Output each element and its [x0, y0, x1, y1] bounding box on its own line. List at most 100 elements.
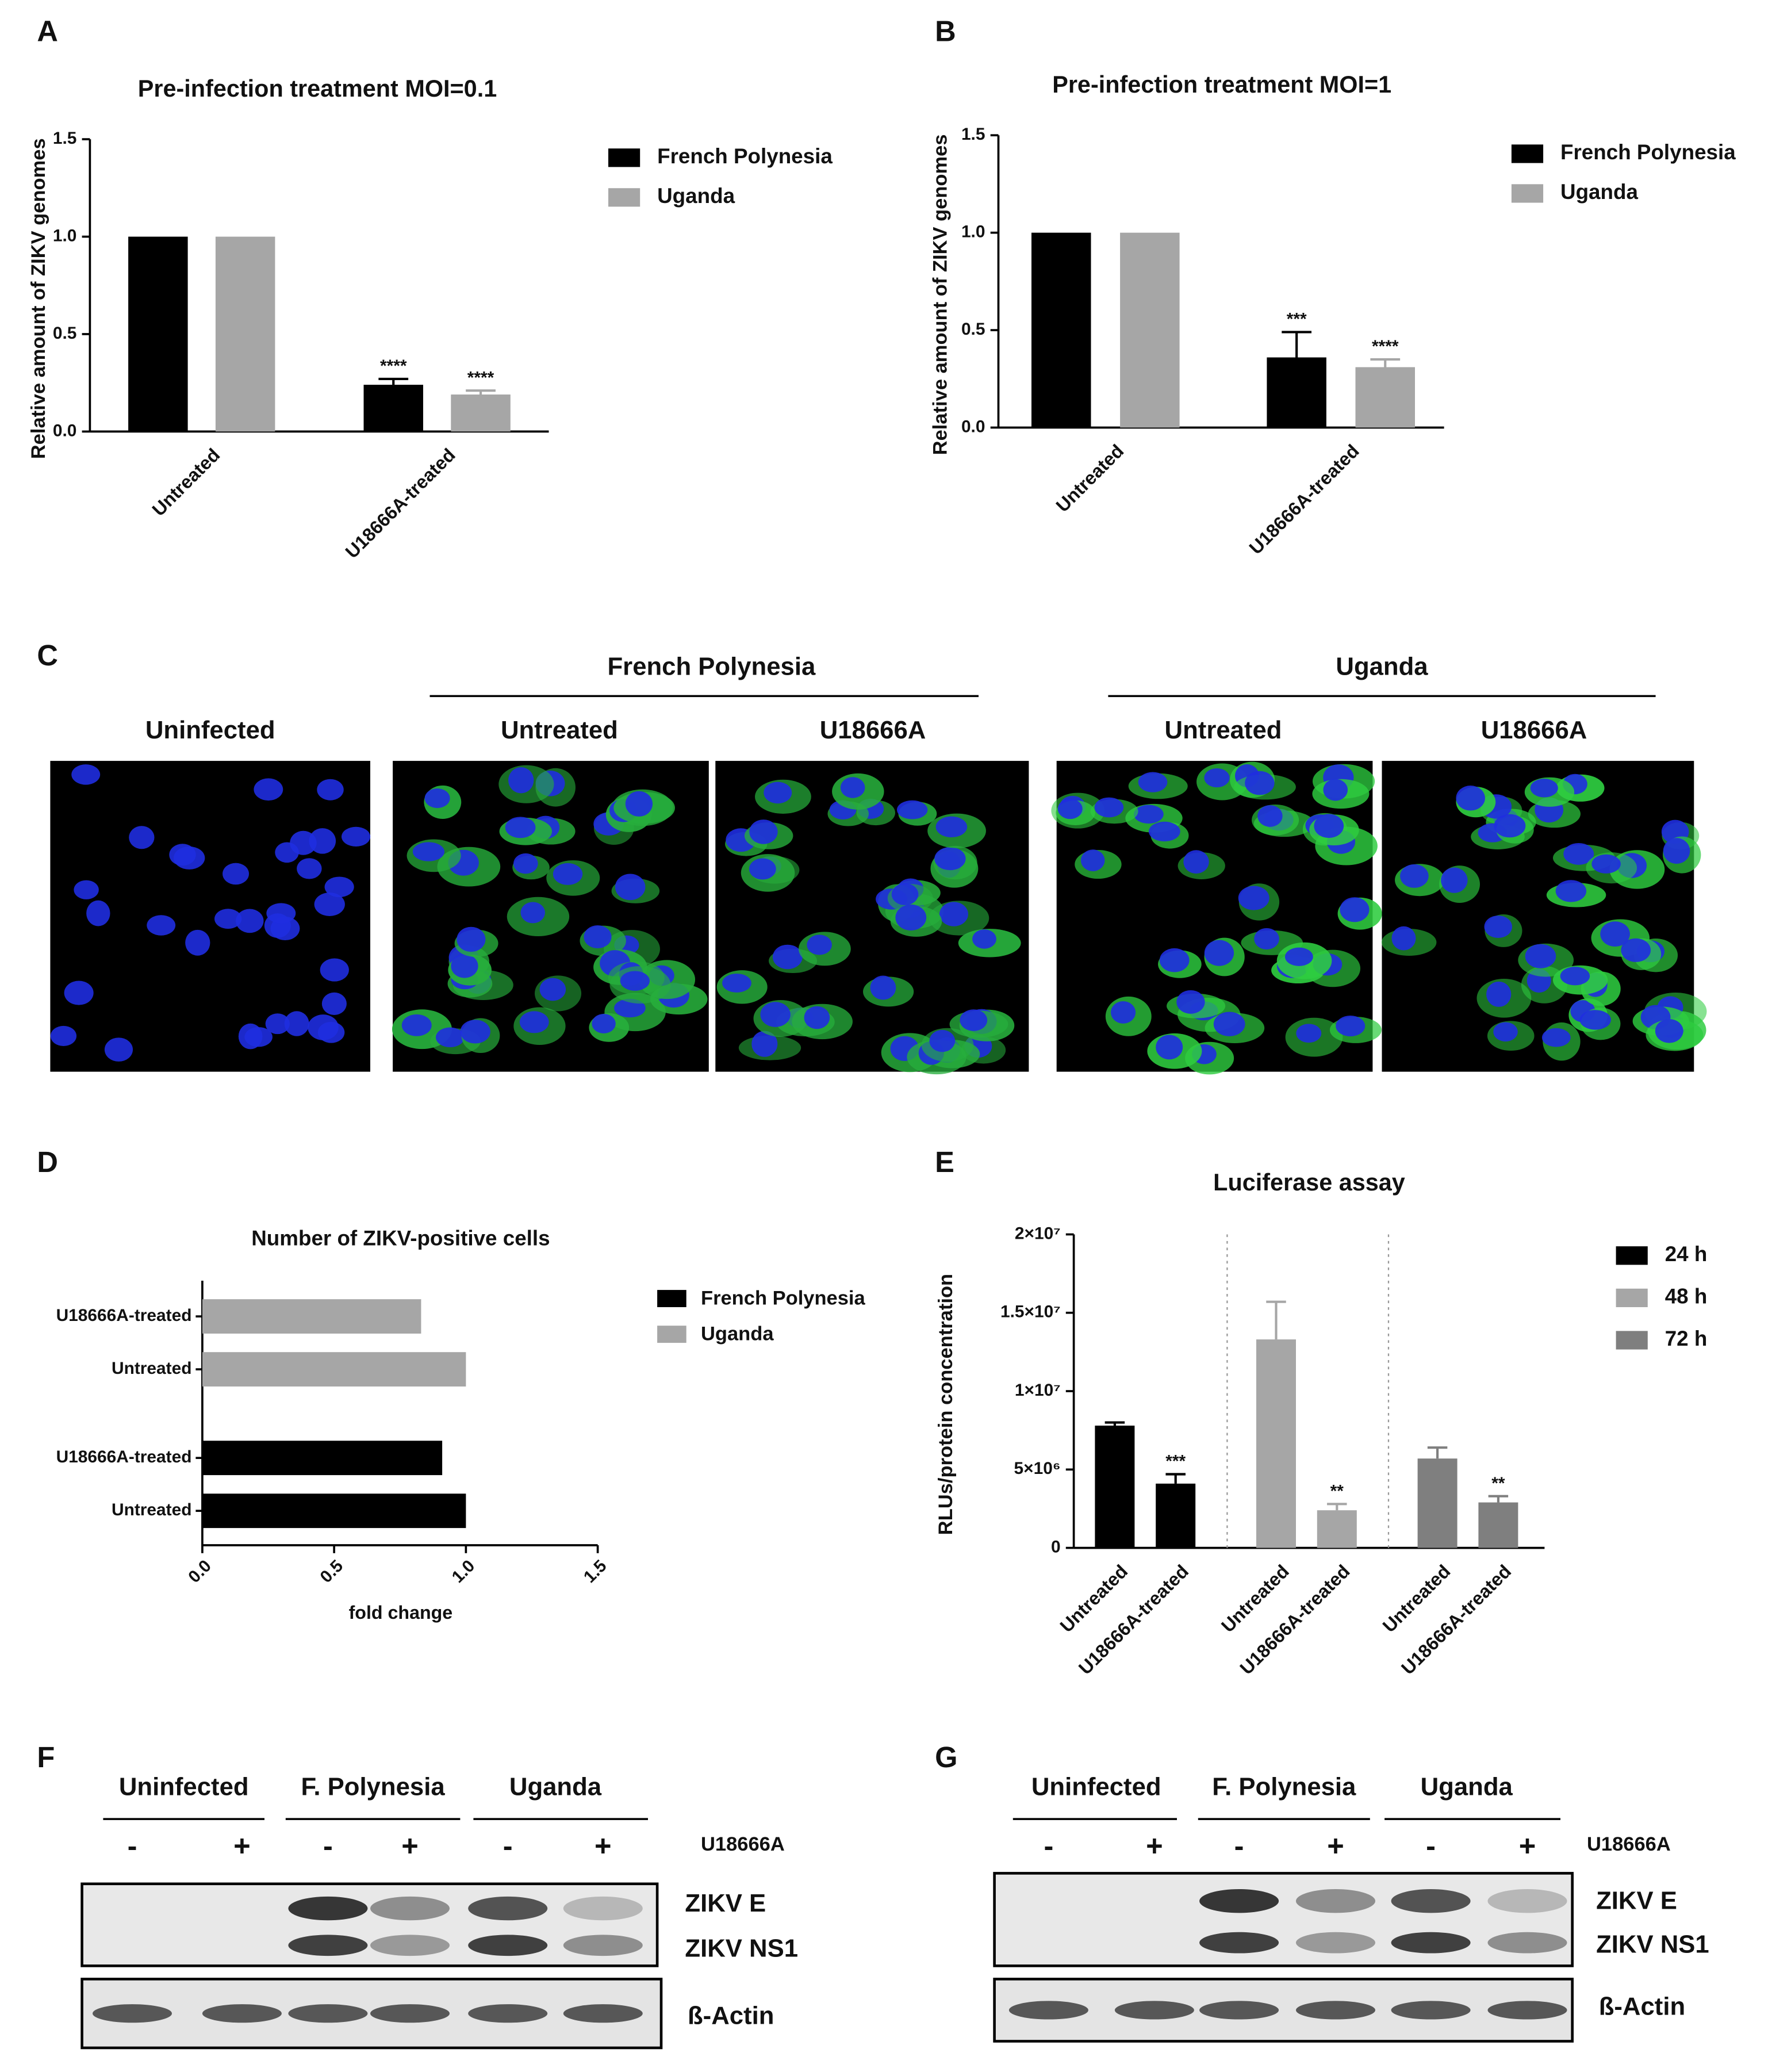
band [288, 1935, 368, 1956]
nucleus [1323, 779, 1348, 801]
nucleus [749, 858, 776, 880]
band [1487, 1932, 1567, 1954]
nucleus [840, 777, 865, 798]
legend-label: 48 h [1665, 1285, 1708, 1308]
nucleus [870, 975, 896, 1000]
nucleus [1441, 867, 1468, 893]
group-label: Uganda [509, 1773, 602, 1801]
nucleus [320, 958, 349, 982]
nucleus [1296, 1024, 1322, 1043]
nucleus [539, 978, 566, 1001]
bar [1120, 232, 1180, 428]
nucleus [1493, 1022, 1518, 1042]
nucleus [934, 847, 966, 871]
band [563, 1896, 643, 1921]
group-label: F. Polynesia [1212, 1773, 1356, 1801]
group-label: F. Polynesia [301, 1773, 446, 1801]
nucleus [1655, 1018, 1683, 1043]
nucleus [321, 992, 347, 1016]
nucleus [1257, 805, 1283, 827]
bar [128, 236, 188, 432]
image-label: Untreated [501, 716, 618, 744]
nucleus [1245, 771, 1275, 795]
nucleus [804, 1006, 830, 1029]
x-tick-label: 1.0 [448, 1556, 479, 1587]
bar [1355, 367, 1415, 428]
nucleus [275, 842, 299, 863]
significance: *** [1165, 1452, 1186, 1471]
band [1199, 1889, 1279, 1913]
nucleus [1456, 786, 1485, 811]
nucleus [424, 788, 450, 809]
bar [1256, 1339, 1296, 1548]
band [563, 2004, 643, 2023]
image-label: U18666A [820, 716, 926, 744]
nucleus [236, 909, 264, 933]
error-bar [1370, 358, 1401, 367]
nucleus [1148, 821, 1180, 842]
y-tick-label: U18666A-treated [56, 1447, 192, 1466]
nucleus [1057, 798, 1083, 819]
lane-label: + [401, 1829, 419, 1862]
band [1114, 2001, 1194, 2020]
nucleus [401, 1014, 432, 1036]
band [563, 1935, 643, 1956]
band [1487, 1889, 1567, 1913]
error-bar [1282, 331, 1312, 358]
nucleus [1484, 916, 1513, 939]
panel-letter: E [935, 1146, 954, 1178]
band-label: ZIKV E [1596, 1887, 1677, 1915]
legend-swatch [608, 148, 640, 167]
y-axis-label: Relative amount of ZIKV genomes [28, 138, 49, 459]
legend-swatch [1511, 144, 1544, 163]
y-axis-label: RLUs/protein concentration [935, 1274, 957, 1535]
lane-label: + [1327, 1829, 1344, 1862]
bar [202, 1299, 421, 1334]
lane-label: - [1234, 1829, 1244, 1862]
bar [202, 1493, 466, 1529]
image-label: Uninfected [145, 716, 275, 744]
band-label: ß-Actin [1599, 1993, 1685, 2021]
nucleus [519, 1011, 549, 1033]
nucleus [1314, 814, 1344, 838]
x-tick-label: 1.5 [580, 1556, 611, 1587]
nucleus [891, 883, 919, 906]
y-tick-label: 1.0 [53, 226, 77, 245]
nucleus [254, 778, 283, 801]
y-tick-label: 1.5×10⁷ [1000, 1303, 1061, 1322]
legend-label: Uganda [701, 1323, 774, 1345]
lane-label: + [594, 1829, 612, 1862]
nucleus [1541, 1028, 1571, 1047]
legend-label: French Polynesia [657, 144, 833, 168]
band [468, 1935, 548, 1956]
nucleus [1213, 1012, 1245, 1036]
band [370, 1896, 450, 1921]
nucleus [1391, 926, 1416, 951]
nucleus [960, 1009, 988, 1031]
chart-title: Number of ZIKV-positive cells [251, 1226, 550, 1250]
nucleus [104, 1037, 133, 1062]
nucleus [751, 1031, 778, 1057]
x-tick-label: U18666A-treated [1075, 1561, 1192, 1679]
nucleus [1238, 886, 1269, 910]
lane-label: + [233, 1829, 251, 1862]
band-label: ß-Actin [688, 2002, 774, 2030]
x-tick-label: U18666A-treated [342, 445, 459, 562]
nucleus [1621, 938, 1651, 962]
band-label: ZIKV NS1 [685, 1934, 798, 1962]
treatment-label: U18666A [701, 1833, 785, 1855]
nucleus [772, 944, 803, 970]
error-bar [1488, 1495, 1509, 1503]
lane-label: + [1146, 1829, 1163, 1862]
panel-letter: F [37, 1741, 55, 1774]
significance: **** [380, 357, 407, 376]
nucleus [513, 853, 538, 874]
lane-label: - [1426, 1829, 1436, 1862]
legend-swatch [1616, 1246, 1648, 1265]
band [1391, 2001, 1471, 2020]
error-bar [1427, 1446, 1448, 1459]
nucleus [314, 893, 345, 916]
y-tick-label: 1.5 [961, 125, 985, 144]
nucleus [266, 903, 296, 924]
